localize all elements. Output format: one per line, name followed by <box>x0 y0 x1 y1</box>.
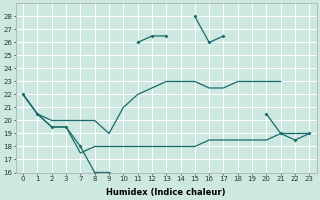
X-axis label: Humidex (Indice chaleur): Humidex (Indice chaleur) <box>107 188 226 197</box>
